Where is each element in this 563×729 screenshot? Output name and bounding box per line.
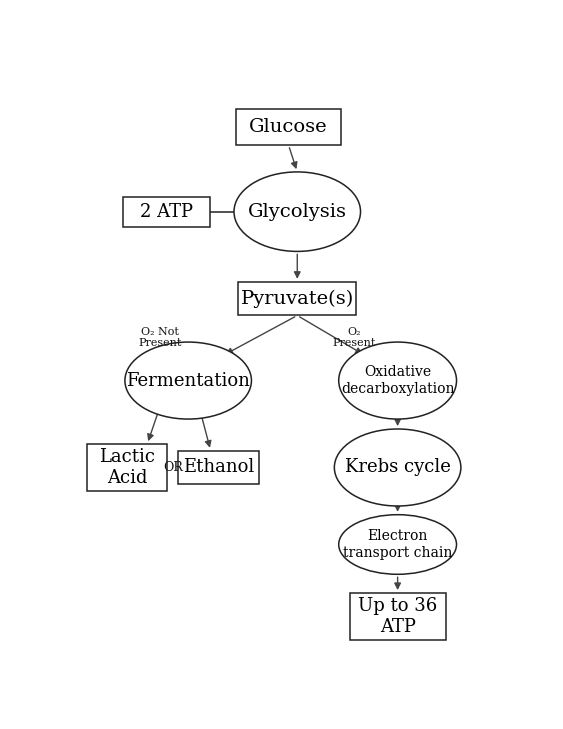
Text: Lactic
Acid: Lactic Acid — [99, 448, 155, 487]
Ellipse shape — [125, 342, 252, 419]
Text: O₂ Not
Present: O₂ Not Present — [138, 327, 181, 348]
Ellipse shape — [334, 429, 461, 506]
Text: OR: OR — [163, 461, 183, 474]
FancyBboxPatch shape — [350, 593, 446, 640]
Text: Ethanol: Ethanol — [183, 459, 254, 477]
Text: Oxidative
decarboxylation: Oxidative decarboxylation — [341, 365, 454, 396]
Text: O₂
Present: O₂ Present — [332, 327, 376, 348]
Ellipse shape — [234, 172, 360, 252]
Text: Up to 36
ATP: Up to 36 ATP — [358, 597, 437, 636]
FancyBboxPatch shape — [123, 197, 210, 227]
Text: Glycolysis: Glycolysis — [248, 203, 347, 221]
FancyBboxPatch shape — [178, 451, 259, 484]
Text: Glucose: Glucose — [249, 118, 328, 136]
Text: 2 ATP: 2 ATP — [140, 203, 193, 221]
Ellipse shape — [339, 515, 457, 574]
Text: Electron
transport chain: Electron transport chain — [343, 529, 452, 560]
FancyBboxPatch shape — [236, 109, 341, 145]
Text: Fermentation: Fermentation — [126, 372, 250, 389]
Text: Pyruvate(s): Pyruvate(s) — [240, 289, 354, 308]
FancyBboxPatch shape — [238, 281, 356, 316]
Ellipse shape — [339, 342, 457, 419]
Text: Krebs cycle: Krebs cycle — [345, 459, 450, 477]
FancyBboxPatch shape — [87, 444, 167, 491]
